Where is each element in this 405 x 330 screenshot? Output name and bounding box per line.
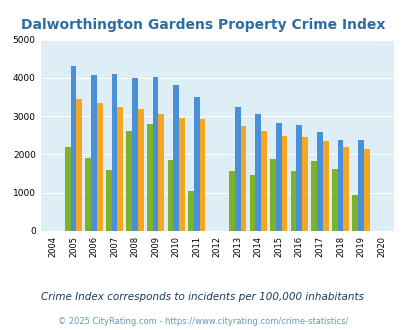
Bar	[234, 107, 240, 231]
Bar	[260, 131, 266, 231]
Bar	[322, 142, 328, 231]
Bar	[296, 125, 301, 231]
Text: © 2025 CityRating.com - https://www.cityrating.com/crime-statistics/: © 2025 CityRating.com - https://www.city…	[58, 317, 347, 326]
Bar	[147, 124, 152, 231]
Bar	[106, 170, 111, 231]
Bar	[331, 169, 337, 231]
Bar	[193, 97, 199, 231]
Bar	[126, 131, 132, 231]
Bar	[117, 107, 123, 231]
Bar	[70, 66, 76, 231]
Bar	[132, 78, 138, 231]
Text: Dalworthington Gardens Property Crime Index: Dalworthington Gardens Property Crime In…	[21, 18, 384, 32]
Bar	[76, 99, 82, 231]
Bar	[363, 149, 369, 231]
Bar	[270, 159, 275, 231]
Bar	[65, 147, 70, 231]
Bar	[97, 103, 102, 231]
Bar	[240, 126, 246, 231]
Bar	[290, 171, 296, 231]
Bar	[199, 119, 205, 231]
Bar	[337, 140, 343, 231]
Bar	[311, 161, 316, 231]
Bar	[281, 136, 287, 231]
Text: Crime Index corresponds to incidents per 100,000 inhabitants: Crime Index corresponds to incidents per…	[41, 292, 364, 302]
Bar	[301, 137, 307, 231]
Bar	[152, 77, 158, 231]
Bar	[158, 114, 164, 231]
Bar	[91, 75, 97, 231]
Bar	[85, 158, 91, 231]
Bar	[111, 74, 117, 231]
Bar	[179, 118, 184, 231]
Bar	[188, 191, 193, 231]
Bar	[228, 171, 234, 231]
Bar	[275, 123, 281, 231]
Bar	[249, 176, 255, 231]
Bar	[255, 114, 260, 231]
Bar	[138, 109, 143, 231]
Bar	[343, 147, 348, 231]
Bar	[357, 140, 363, 231]
Bar	[352, 195, 357, 231]
Bar	[167, 160, 173, 231]
Bar	[316, 132, 322, 231]
Bar	[173, 85, 179, 231]
